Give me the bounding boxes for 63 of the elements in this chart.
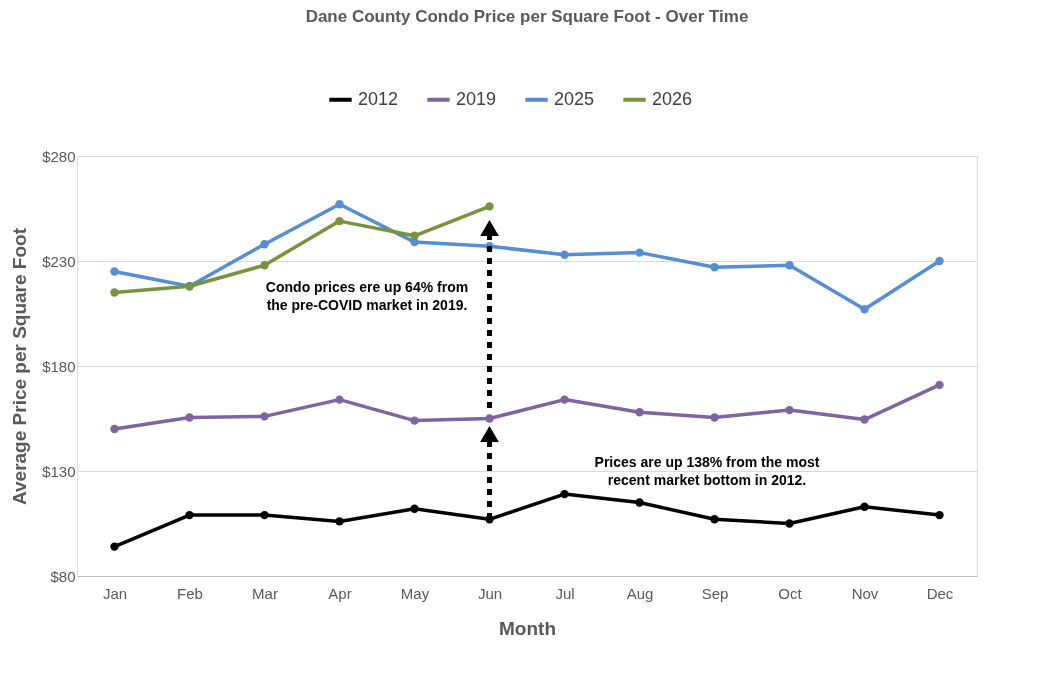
point — [560, 489, 569, 499]
x-tick-label: Jun — [477, 584, 503, 602]
point — [110, 288, 119, 297]
x-tick-label: Sep — [701, 584, 729, 602]
point — [110, 267, 119, 276]
x-tick-label: Oct — [778, 584, 803, 602]
point — [785, 519, 794, 528]
point — [635, 408, 644, 417]
point — [335, 517, 344, 526]
point — [785, 405, 794, 415]
point — [185, 413, 194, 422]
point — [110, 424, 119, 434]
point — [260, 412, 269, 421]
y-tick-label: $180 — [42, 357, 76, 375]
point — [260, 261, 269, 270]
chart-title: Dane County Condo Price per Square Foot - Over Time — [305, 7, 749, 26]
point — [410, 416, 419, 425]
point — [335, 216, 344, 226]
point — [560, 250, 569, 259]
point — [260, 240, 269, 249]
x-tick-label: Apr — [328, 584, 352, 602]
point — [410, 504, 419, 513]
point — [185, 510, 194, 520]
x-tick-label: Nov — [851, 584, 879, 602]
legend-label: 2019 — [456, 88, 497, 109]
y-tick-label: $80 — [50, 567, 76, 585]
point — [860, 415, 869, 424]
point — [560, 395, 569, 404]
point — [485, 202, 494, 211]
annotation: Prices are up 138% from the most recent market bottom in 2012. — [594, 454, 820, 488]
point — [485, 414, 494, 423]
point — [635, 248, 644, 257]
legend-label: 2012 — [358, 88, 399, 109]
y-tick-label: $280 — [42, 147, 76, 165]
point — [710, 263, 719, 272]
point — [335, 200, 344, 209]
point — [335, 395, 344, 404]
x-tick-label: Aug — [626, 584, 654, 602]
legend-label: 2026 — [652, 88, 693, 109]
point — [260, 510, 269, 520]
point — [110, 542, 119, 551]
annotation: Condo prices ere up 64% from the pre-COVID market in 2019. — [265, 279, 469, 313]
point — [635, 498, 644, 507]
x-tick-label: Jan — [102, 584, 128, 602]
point — [935, 256, 944, 266]
x-tick-label: Dec — [926, 584, 954, 602]
x-axis-title: Month — [499, 617, 556, 639]
y-axis-title: Average Price per Square Foot — [9, 227, 31, 506]
point — [860, 502, 869, 511]
y-tick-label: $130 — [42, 462, 76, 480]
point — [785, 261, 794, 270]
point — [710, 413, 719, 422]
point — [410, 231, 419, 240]
legend-label: 2025 — [554, 88, 595, 109]
x-tick-label: May — [400, 584, 430, 602]
x-tick-label: Feb — [177, 584, 203, 602]
x-tick-label: Mar — [252, 584, 278, 602]
x-tick-label: Jul — [555, 584, 575, 602]
point — [935, 380, 944, 390]
point — [860, 305, 869, 314]
y-tick-label: $230 — [42, 252, 76, 270]
point — [935, 510, 944, 520]
point — [710, 515, 719, 524]
